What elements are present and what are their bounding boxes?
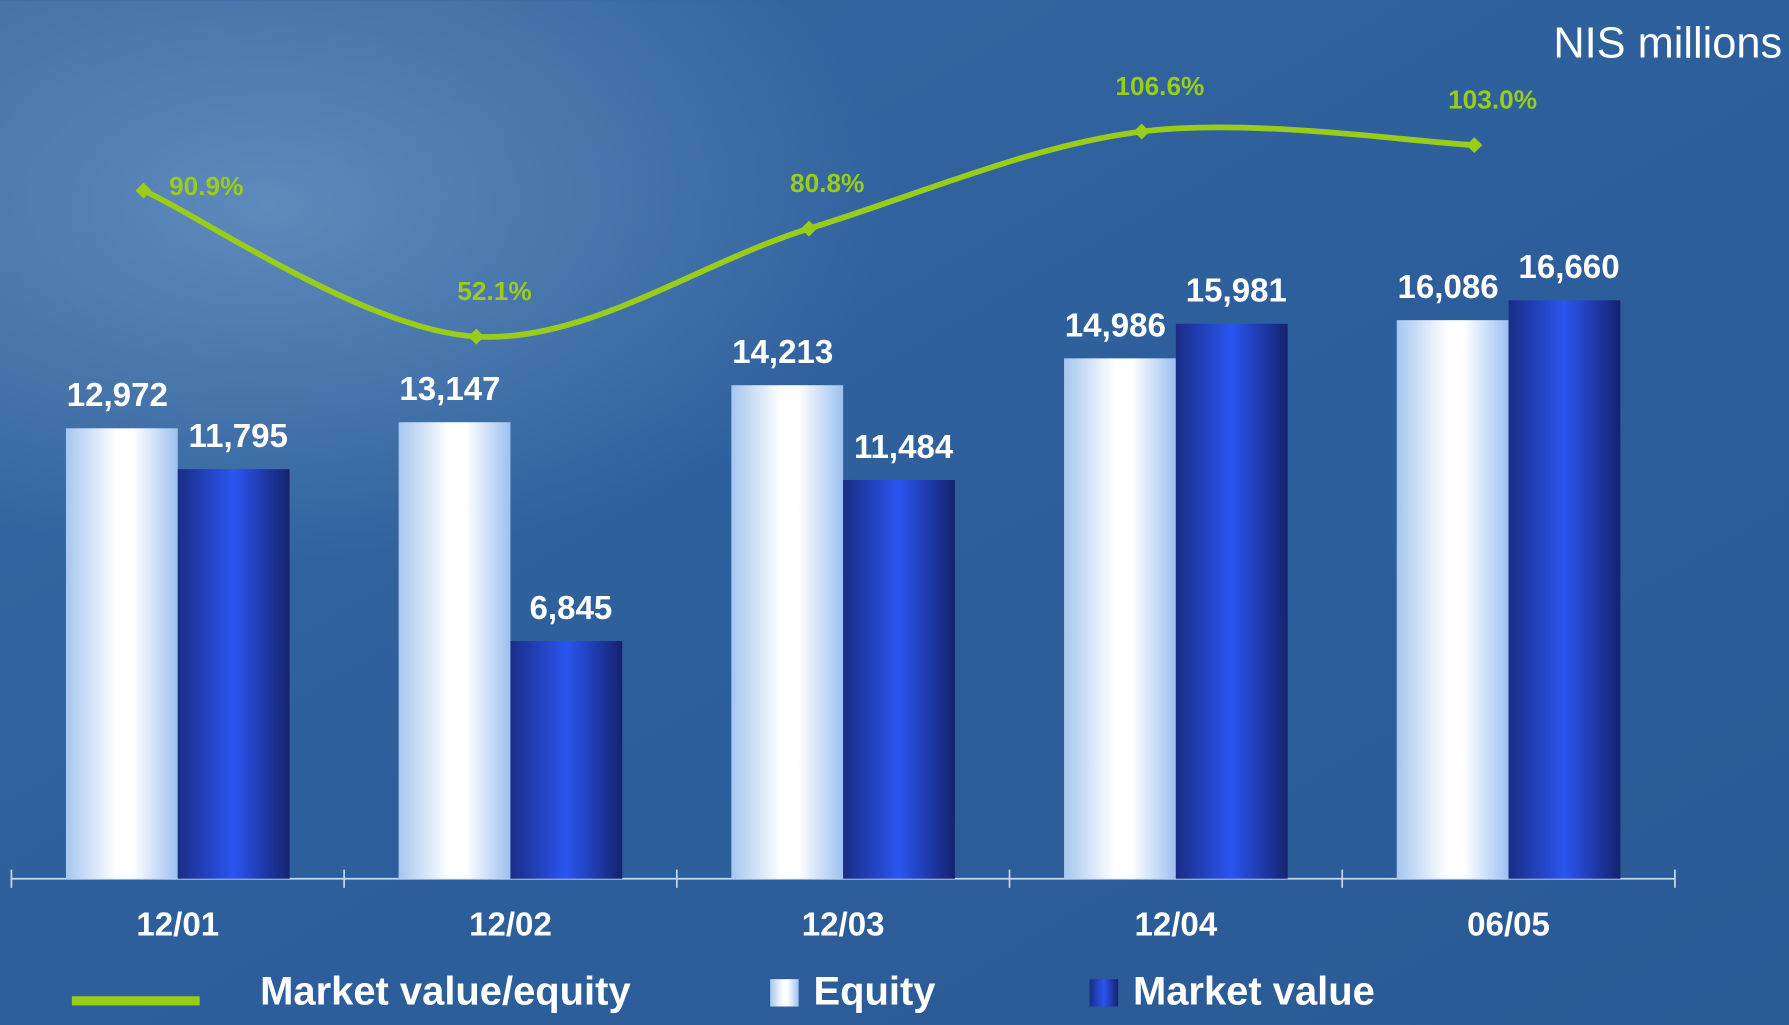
bar-value-label: 6,845: [530, 590, 613, 627]
bar-value-label: 11,484: [854, 429, 954, 466]
bar: [65, 428, 178, 879]
line-value-label: 80.8%: [790, 168, 864, 198]
line-marker: [800, 220, 817, 237]
line-marker: [468, 328, 485, 345]
x-tick-label: 06/05: [1467, 906, 1550, 943]
line-value-label: 52.1%: [457, 276, 531, 306]
bar-value-label: 11,795: [189, 418, 288, 455]
bar-value-label: 14,213: [732, 334, 833, 371]
bar: [731, 385, 844, 879]
bar: [1396, 320, 1509, 879]
bar-value-label: 15,981: [1186, 273, 1287, 310]
legend-label: Market value/equity: [260, 970, 631, 1014]
bar: [510, 641, 623, 879]
legend-label: Market value: [1133, 970, 1375, 1014]
legend-swatch: [770, 979, 799, 1007]
legend-label: Equity: [813, 970, 935, 1014]
x-tick-label: 12/01: [136, 906, 219, 943]
line-value-label: 103.0%: [1448, 85, 1537, 115]
x-tick-label: 12/04: [1134, 906, 1217, 943]
legend-swatch: [1089, 979, 1119, 1007]
bar-value-label: 16,086: [1397, 269, 1498, 306]
bar: [177, 469, 290, 879]
x-tick-label: 12/03: [802, 906, 885, 943]
bar: [398, 422, 511, 879]
line-marker: [135, 182, 152, 199]
line-value-label: 90.9%: [169, 171, 243, 201]
x-tick-label: 12/02: [469, 906, 552, 943]
unit-label: NIS millions: [1553, 19, 1782, 67]
bar-value-label: 14,986: [1065, 307, 1166, 344]
bar: [843, 479, 955, 879]
line-value-label: 106.6%: [1115, 71, 1204, 101]
bar: [1064, 358, 1176, 879]
bar-value-label: 16,660: [1518, 249, 1619, 286]
bar-value-label: 12,972: [67, 377, 168, 414]
bar-value-label: 13,147: [399, 371, 500, 408]
bar: [1508, 300, 1621, 879]
bar: [1175, 323, 1288, 879]
